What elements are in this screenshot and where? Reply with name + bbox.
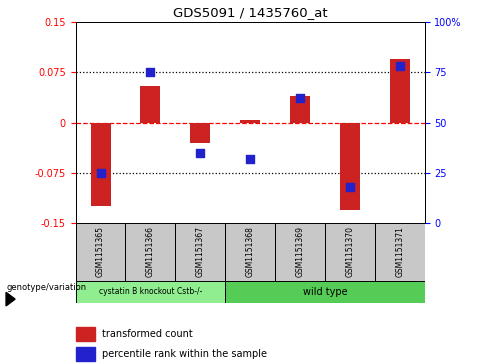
Bar bbox=[76, 281, 225, 303]
Text: GSM1151369: GSM1151369 bbox=[295, 226, 305, 277]
Text: GSM1151371: GSM1151371 bbox=[395, 226, 404, 277]
Bar bbox=[375, 223, 425, 281]
Point bbox=[97, 170, 104, 176]
Bar bbox=[175, 223, 225, 281]
Title: GDS5091 / 1435760_at: GDS5091 / 1435760_at bbox=[173, 6, 327, 19]
Text: transformed count: transformed count bbox=[102, 329, 192, 339]
Text: GSM1151367: GSM1151367 bbox=[196, 226, 205, 277]
Text: GSM1151370: GSM1151370 bbox=[346, 226, 354, 277]
Text: GSM1151366: GSM1151366 bbox=[146, 226, 155, 277]
Point bbox=[346, 184, 354, 190]
Text: genotype/variation: genotype/variation bbox=[6, 283, 86, 291]
Bar bbox=[141, 86, 161, 122]
Bar bbox=[325, 223, 375, 281]
Bar bbox=[290, 95, 310, 122]
Text: GSM1151365: GSM1151365 bbox=[96, 226, 105, 277]
Point bbox=[246, 156, 254, 162]
Bar bbox=[91, 122, 111, 207]
Bar bbox=[76, 347, 95, 361]
Bar bbox=[240, 121, 260, 122]
Point bbox=[296, 95, 304, 101]
Point bbox=[196, 150, 204, 156]
Bar bbox=[225, 281, 425, 303]
Text: GSM1151368: GSM1151368 bbox=[245, 226, 255, 277]
Point bbox=[396, 63, 404, 69]
Bar bbox=[275, 223, 325, 281]
Bar bbox=[76, 223, 125, 281]
Bar bbox=[225, 223, 275, 281]
Bar bbox=[125, 223, 175, 281]
Text: wild type: wild type bbox=[303, 287, 347, 297]
Bar bbox=[390, 59, 409, 122]
Bar bbox=[76, 327, 95, 341]
Bar bbox=[190, 122, 210, 143]
Bar bbox=[340, 122, 360, 210]
FancyArrow shape bbox=[6, 292, 15, 306]
Text: cystatin B knockout Cstb-/-: cystatin B knockout Cstb-/- bbox=[99, 287, 202, 296]
Text: percentile rank within the sample: percentile rank within the sample bbox=[102, 349, 266, 359]
Point bbox=[146, 69, 154, 75]
